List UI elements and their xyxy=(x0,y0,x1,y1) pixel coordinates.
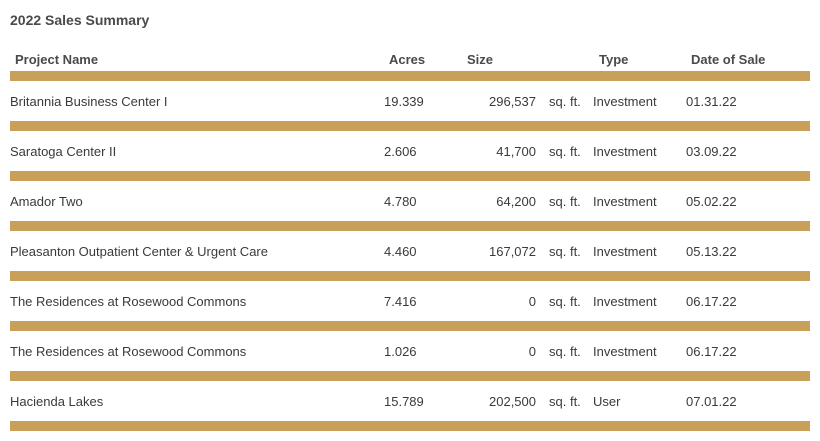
type-cell: User xyxy=(593,394,621,409)
size-unit-cell: sq. ft. xyxy=(549,94,581,109)
project-name-cell: Britannia Business Center I xyxy=(10,94,168,109)
project-name-cell: Saratoga Center II xyxy=(10,144,117,159)
acres-cell: 15.789 xyxy=(384,394,424,409)
type-cell: Investment xyxy=(593,94,657,109)
type-cell: Investment xyxy=(593,244,657,259)
size-cell: 0 xyxy=(528,344,536,359)
project-name-cell: Hacienda Lakes xyxy=(10,394,104,409)
acres-cell: 19.339 xyxy=(384,94,424,109)
row-divider xyxy=(10,371,810,381)
type-cell: Investment xyxy=(593,344,657,359)
date-of-sale-cell: 03.09.22 xyxy=(686,144,737,159)
header-acres: Acres xyxy=(389,52,426,67)
size-unit-cell: sq. ft. xyxy=(549,294,581,309)
type-cell: Investment xyxy=(593,294,657,309)
acres-cell: 1.026 xyxy=(384,344,417,359)
type-cell: Investment xyxy=(593,144,657,159)
row-divider xyxy=(10,171,810,181)
size-unit-cell: sq. ft. xyxy=(549,194,581,209)
size-unit-cell: sq. ft. xyxy=(549,144,581,159)
page-title: 2022 Sales Summary xyxy=(10,12,150,28)
row-divider xyxy=(10,321,810,331)
header-date: Date of Sale xyxy=(691,52,766,67)
date-of-sale-cell: 07.01.22 xyxy=(686,394,737,409)
acres-cell: 4.780 xyxy=(384,194,417,209)
project-name-cell: The Residences at Rosewood Commons xyxy=(10,344,247,359)
size-cell: 0 xyxy=(528,294,536,309)
type-cell: Investment xyxy=(593,194,657,209)
acres-cell: 2.606 xyxy=(384,144,417,159)
header-project: Project Name xyxy=(15,52,99,67)
header-type: Type xyxy=(599,52,629,67)
acres-cell: 4.460 xyxy=(384,244,417,259)
acres-cell: 7.416 xyxy=(384,294,417,309)
date-of-sale-cell: 06.17.22 xyxy=(686,344,737,359)
header-divider xyxy=(10,71,810,81)
size-cell: 41,700 xyxy=(496,144,536,159)
header-size: Size xyxy=(467,52,494,67)
row-divider xyxy=(10,271,810,281)
size-unit-cell: sq. ft. xyxy=(549,244,581,259)
project-name-cell: Amador Two xyxy=(10,194,83,209)
project-name-cell: Pleasanton Outpatient Center & Urgent Ca… xyxy=(10,244,268,259)
size-cell: 202,500 xyxy=(489,394,536,409)
row-divider xyxy=(10,221,810,231)
date-of-sale-cell: 05.02.22 xyxy=(686,194,737,209)
row-divider xyxy=(10,121,810,131)
date-of-sale-cell: 01.31.22 xyxy=(686,94,737,109)
size-cell: 296,537 xyxy=(489,94,536,109)
row-divider xyxy=(10,421,810,431)
size-cell: 167,072 xyxy=(489,244,536,259)
size-unit-cell: sq. ft. xyxy=(549,344,581,359)
size-cell: 64,200 xyxy=(496,194,536,209)
date-of-sale-cell: 06.17.22 xyxy=(686,294,737,309)
project-name-cell: The Residences at Rosewood Commons xyxy=(10,294,247,309)
date-of-sale-cell: 05.13.22 xyxy=(686,244,737,259)
size-unit-cell: sq. ft. xyxy=(549,394,581,409)
